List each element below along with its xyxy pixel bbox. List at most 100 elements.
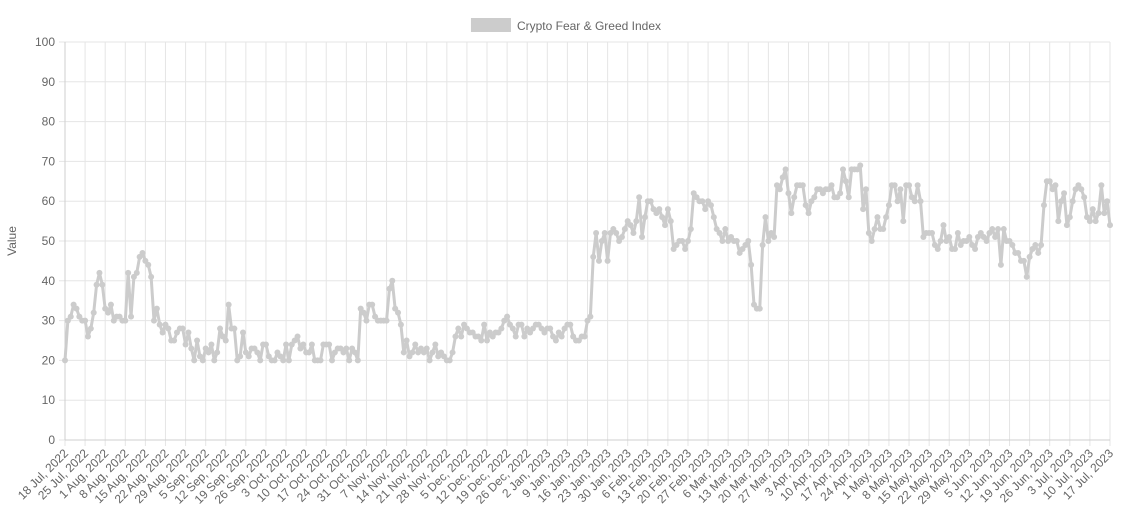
data-point	[656, 206, 663, 213]
data-point	[185, 329, 192, 336]
data-point	[179, 325, 186, 332]
data-point	[716, 230, 723, 237]
data-point	[897, 186, 904, 193]
data-point	[107, 301, 114, 308]
data-point	[771, 234, 778, 241]
data-point	[455, 325, 462, 332]
data-point	[1066, 214, 1073, 221]
data-point	[326, 341, 333, 348]
data-point	[214, 349, 221, 356]
data-point	[360, 309, 367, 316]
data-point	[87, 325, 94, 332]
data-point	[917, 198, 924, 205]
data-point	[785, 190, 792, 197]
data-point	[929, 230, 936, 237]
data-point	[73, 305, 80, 312]
data-point	[504, 313, 511, 320]
data-point	[449, 349, 456, 356]
data-point	[283, 341, 290, 348]
data-point	[397, 321, 404, 328]
y-tick-label: 0	[48, 433, 55, 447]
data-point	[604, 257, 611, 264]
data-point	[122, 317, 129, 324]
data-point	[148, 273, 155, 280]
data-point	[239, 329, 246, 336]
data-point	[165, 325, 172, 332]
y-tick-label: 100	[35, 35, 55, 49]
data-point	[765, 238, 772, 244]
data-point	[894, 198, 901, 205]
data-point	[369, 301, 376, 308]
data-point	[1038, 241, 1045, 248]
data-point	[782, 166, 789, 173]
data-point	[679, 238, 686, 244]
data-point	[257, 357, 264, 364]
data-point	[587, 313, 594, 320]
data-point	[868, 238, 875, 244]
data-point	[552, 337, 559, 344]
data-point	[613, 230, 620, 237]
legend-swatch	[470, 18, 511, 32]
data-point	[389, 277, 396, 284]
data-point	[662, 222, 669, 229]
data-point	[590, 253, 597, 260]
data-point	[484, 337, 491, 344]
data-point	[452, 333, 459, 340]
data-point	[67, 313, 74, 320]
data-point	[245, 353, 252, 360]
y-tick-label: 10	[42, 393, 56, 407]
data-point	[874, 214, 881, 221]
data-point	[96, 269, 103, 276]
data-point	[684, 238, 691, 244]
y-tick-label: 80	[42, 115, 56, 129]
data-point	[156, 321, 163, 328]
legend-label: Crypto Fear & Greed Index	[517, 19, 661, 33]
data-point	[842, 178, 849, 185]
data-point	[145, 261, 152, 268]
data-point	[664, 206, 671, 213]
data-point	[914, 182, 921, 189]
data-point	[862, 186, 869, 193]
data-point	[432, 341, 439, 348]
y-tick-label: 20	[42, 353, 56, 367]
data-point	[139, 249, 146, 256]
data-point	[788, 210, 795, 217]
data-point	[254, 349, 261, 356]
data-point	[776, 186, 783, 193]
data-point	[386, 285, 393, 292]
data-point	[1086, 218, 1093, 225]
data-point	[733, 238, 740, 244]
data-point	[937, 238, 944, 244]
data-point	[1101, 210, 1108, 217]
data-point	[343, 345, 350, 352]
y-tick-label: 30	[42, 314, 56, 328]
data-point	[992, 234, 999, 241]
data-point	[125, 269, 132, 276]
data-point	[860, 206, 867, 213]
data-point	[1035, 249, 1042, 256]
data-point	[682, 245, 689, 252]
data-point	[1055, 218, 1062, 225]
data-point	[1069, 198, 1076, 205]
data-point	[756, 305, 763, 312]
data-point	[966, 234, 973, 241]
data-point	[300, 341, 307, 348]
data-point	[799, 182, 806, 189]
data-point	[62, 357, 68, 364]
y-tick-label: 70	[42, 154, 56, 168]
data-point	[521, 333, 528, 340]
data-point	[865, 230, 872, 237]
data-point	[82, 317, 89, 324]
data-point	[883, 214, 890, 221]
data-point	[1020, 257, 1027, 264]
data-point	[222, 337, 229, 344]
data-point	[837, 190, 844, 197]
data-point	[722, 226, 729, 233]
data-point	[363, 317, 370, 324]
data-point	[581, 333, 588, 340]
data-point	[191, 357, 198, 364]
data-point	[328, 357, 335, 364]
y-tick-label: 60	[42, 194, 56, 208]
data-point	[946, 234, 953, 241]
